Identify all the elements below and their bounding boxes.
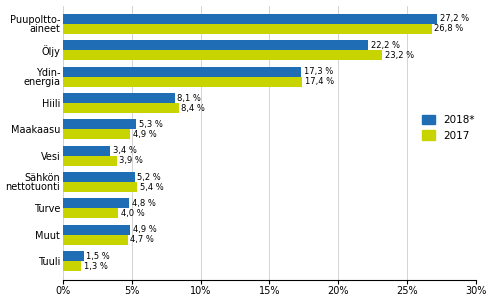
Bar	[63, 77, 303, 87]
Text: 5,3 %: 5,3 %	[139, 120, 163, 129]
Text: 8,4 %: 8,4 %	[182, 104, 205, 113]
Bar	[63, 40, 369, 50]
Bar	[63, 103, 179, 113]
Text: 23,2 %: 23,2 %	[385, 51, 414, 60]
Bar	[63, 182, 137, 192]
Bar	[63, 24, 432, 34]
Text: 4,8 %: 4,8 %	[132, 199, 156, 208]
Text: 5,2 %: 5,2 %	[137, 172, 161, 182]
Legend: 2018*, 2017: 2018*, 2017	[422, 115, 475, 140]
Text: 8,1 %: 8,1 %	[177, 94, 201, 102]
Text: 4,9 %: 4,9 %	[133, 130, 157, 139]
Text: 1,5 %: 1,5 %	[87, 252, 110, 261]
Text: 27,2 %: 27,2 %	[440, 14, 469, 24]
Text: 4,7 %: 4,7 %	[130, 235, 154, 244]
Text: 17,4 %: 17,4 %	[305, 77, 334, 86]
Text: 17,3 %: 17,3 %	[304, 67, 333, 76]
Text: 26,8 %: 26,8 %	[434, 24, 464, 34]
Bar	[63, 261, 81, 271]
Bar	[63, 225, 130, 235]
Text: 1,3 %: 1,3 %	[84, 262, 108, 271]
Text: 22,2 %: 22,2 %	[371, 41, 400, 50]
Bar	[63, 67, 301, 77]
Text: 4,9 %: 4,9 %	[133, 225, 157, 234]
Text: 3,9 %: 3,9 %	[120, 156, 143, 165]
Bar	[63, 129, 130, 139]
Bar	[63, 235, 128, 245]
Text: 4,0 %: 4,0 %	[121, 209, 145, 218]
Bar	[63, 119, 136, 129]
Bar	[63, 14, 437, 24]
Bar	[63, 251, 84, 261]
Bar	[63, 156, 117, 166]
Bar	[63, 50, 382, 60]
Bar	[63, 93, 175, 103]
Bar	[63, 198, 129, 208]
Bar	[63, 208, 118, 218]
Text: 3,4 %: 3,4 %	[113, 146, 136, 155]
Text: 5,4 %: 5,4 %	[140, 182, 164, 191]
Bar	[63, 146, 110, 156]
Bar	[63, 172, 135, 182]
